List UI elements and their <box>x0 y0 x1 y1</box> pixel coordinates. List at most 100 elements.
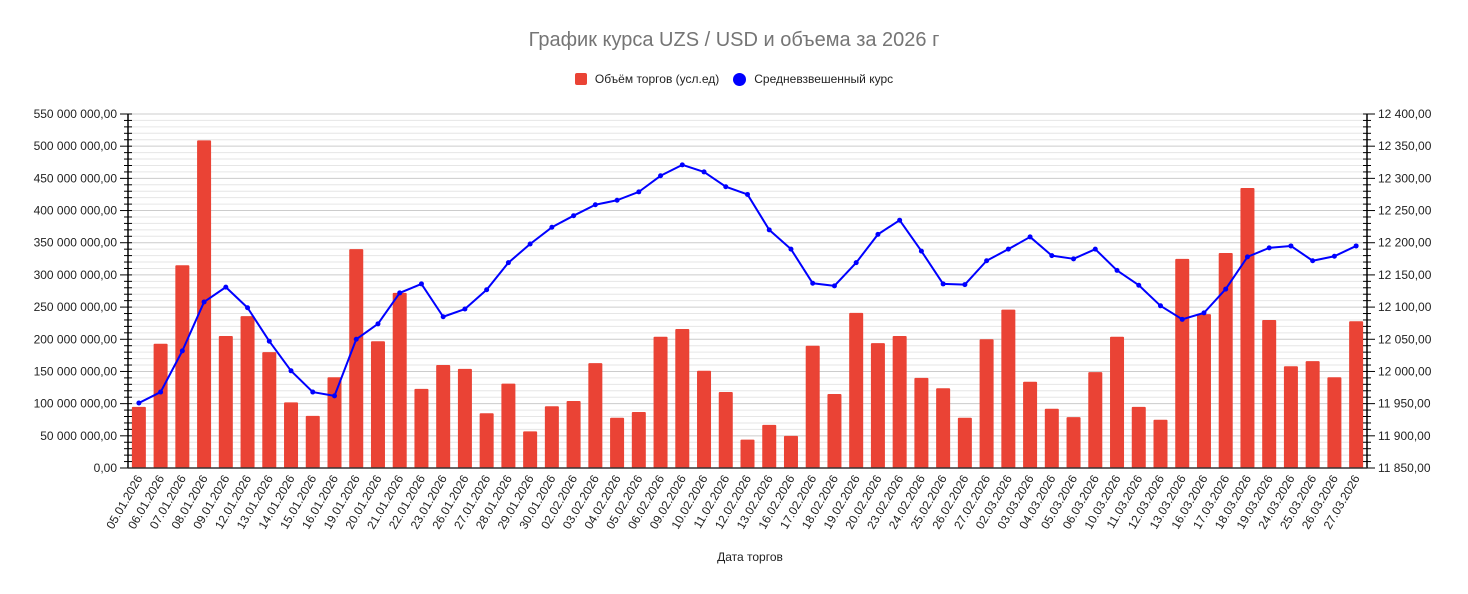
rate-point[interactable] <box>462 306 468 312</box>
rate-point[interactable] <box>179 348 185 354</box>
volume-bar[interactable] <box>1349 321 1364 468</box>
volume-bar[interactable] <box>1044 408 1059 468</box>
volume-bar[interactable] <box>762 424 777 468</box>
rate-point[interactable] <box>984 258 990 264</box>
rate-point[interactable] <box>1049 253 1055 259</box>
volume-bar[interactable] <box>414 388 429 468</box>
volume-bar[interactable] <box>1218 253 1233 468</box>
volume-bar[interactable] <box>1110 336 1125 468</box>
volume-bar[interactable] <box>349 249 364 468</box>
volume-bar[interactable] <box>1262 319 1277 468</box>
volume-bar[interactable] <box>131 406 146 468</box>
rate-point[interactable] <box>310 389 316 395</box>
volume-bar[interactable] <box>957 417 972 468</box>
volume-bar[interactable] <box>544 406 559 468</box>
rate-point[interactable] <box>1071 256 1077 262</box>
volume-bar[interactable] <box>1023 381 1038 468</box>
volume-bar[interactable] <box>1240 188 1255 468</box>
volume-bar[interactable] <box>653 336 668 468</box>
rate-point[interactable] <box>332 393 337 399</box>
volume-bar[interactable] <box>783 435 798 468</box>
volume-bar[interactable] <box>457 368 472 468</box>
rate-point[interactable] <box>745 191 750 197</box>
rate-point[interactable] <box>1201 310 1207 316</box>
volume-bar[interactable] <box>153 343 168 468</box>
rate-point[interactable] <box>1114 267 1120 273</box>
rate-point[interactable] <box>484 287 490 293</box>
rate-point[interactable] <box>766 227 772 233</box>
volume-bar[interactable] <box>218 336 233 468</box>
legend-item-rate[interactable]: Средневзвешенный курс <box>733 72 893 86</box>
rate-point[interactable] <box>940 281 946 287</box>
rate-point[interactable] <box>1310 258 1316 264</box>
rate-point[interactable] <box>353 336 359 342</box>
rate-point[interactable] <box>397 290 403 296</box>
rate-point[interactable] <box>723 184 729 190</box>
rate-point[interactable] <box>1136 282 1142 288</box>
volume-bar[interactable] <box>1001 309 1016 468</box>
rate-point[interactable] <box>1092 246 1098 252</box>
rate-point[interactable] <box>1223 286 1229 292</box>
volume-bar[interactable] <box>914 377 929 468</box>
rate-point[interactable] <box>245 305 251 311</box>
rate-point[interactable] <box>614 197 620 203</box>
volume-bar[interactable] <box>175 265 190 468</box>
volume-bar[interactable] <box>588 363 603 468</box>
volume-bar[interactable] <box>436 365 451 468</box>
rate-point[interactable] <box>658 173 664 179</box>
volume-bar[interactable] <box>1175 258 1190 468</box>
volume-bar[interactable] <box>936 388 951 468</box>
rate-point[interactable] <box>1179 316 1185 322</box>
rate-point[interactable] <box>875 231 881 237</box>
volume-bar[interactable] <box>262 352 277 468</box>
volume-bar[interactable] <box>697 370 712 468</box>
volume-bar[interactable] <box>240 316 255 468</box>
rate-point[interactable] <box>549 224 555 230</box>
volume-bar[interactable] <box>805 345 820 468</box>
rate-point[interactable] <box>571 213 577 219</box>
volume-bar[interactable] <box>1196 314 1211 468</box>
rate-point[interactable] <box>962 282 968 288</box>
volume-bar[interactable] <box>479 413 494 468</box>
rate-point[interactable] <box>1005 246 1011 252</box>
rate-point[interactable] <box>375 321 381 327</box>
rate-point[interactable] <box>831 283 837 289</box>
rate-point[interactable] <box>527 241 533 247</box>
rate-point[interactable] <box>918 248 924 254</box>
rate-point[interactable] <box>266 338 272 344</box>
rate-point[interactable] <box>853 260 859 266</box>
rate-point[interactable] <box>1331 253 1337 259</box>
volume-bar[interactable] <box>849 312 864 468</box>
rate-point[interactable] <box>701 169 707 175</box>
volume-bar[interactable] <box>327 377 342 468</box>
volume-bar[interactable] <box>523 431 538 468</box>
volume-bar[interactable] <box>284 402 299 468</box>
rate-point[interactable] <box>505 260 511 266</box>
volume-bar[interactable] <box>892 336 907 468</box>
rate-point[interactable] <box>440 314 446 320</box>
volume-bar[interactable] <box>979 339 994 468</box>
rate-point[interactable] <box>897 217 903 223</box>
rate-point[interactable] <box>1266 245 1272 251</box>
rate-point[interactable] <box>636 189 642 195</box>
volume-bar[interactable] <box>1327 377 1342 468</box>
volume-bar[interactable] <box>718 392 733 468</box>
volume-bar[interactable] <box>370 341 385 468</box>
volume-bar[interactable] <box>870 343 885 468</box>
rate-point[interactable] <box>418 281 424 287</box>
rate-point[interactable] <box>158 389 164 395</box>
volume-bar[interactable] <box>610 417 625 468</box>
volume-bar[interactable] <box>305 415 320 468</box>
volume-bar[interactable] <box>1088 372 1103 468</box>
rate-point[interactable] <box>788 246 794 252</box>
rate-point[interactable] <box>810 280 816 286</box>
legend-item-volume[interactable]: Объём торгов (усл.ед) <box>574 72 719 86</box>
rate-point[interactable] <box>1244 254 1250 260</box>
rate-point[interactable] <box>1353 243 1359 249</box>
volume-bar[interactable] <box>631 412 646 468</box>
volume-bar[interactable] <box>1305 361 1320 468</box>
rate-point[interactable] <box>592 202 598 208</box>
volume-bar[interactable] <box>1153 419 1168 468</box>
volume-bar[interactable] <box>1066 417 1081 468</box>
volume-bar[interactable] <box>1283 366 1298 468</box>
